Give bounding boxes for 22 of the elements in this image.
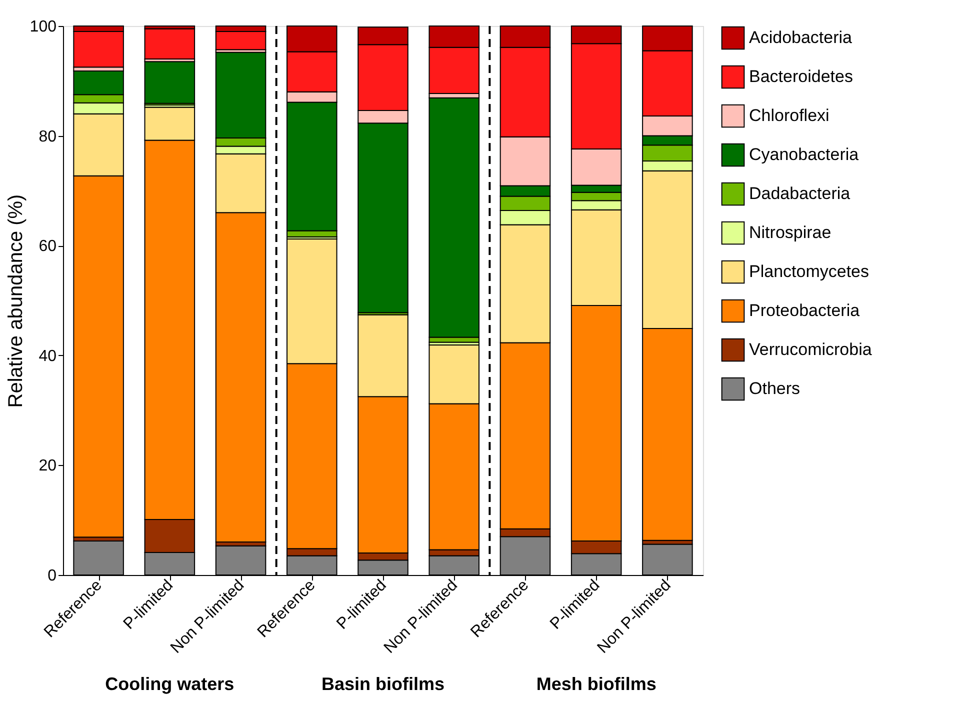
y-tick-label: 100 (30, 18, 57, 36)
legend-label: Nitrospirae (749, 223, 832, 242)
y-tick-label: 40 (38, 348, 57, 365)
y-tick-label: 60 (38, 238, 57, 256)
text: Cooling waters (105, 674, 234, 694)
text: Mesh biofilms (536, 674, 656, 694)
y-tick-label: 0 (48, 568, 57, 584)
legend-label: Bacteroidetes (749, 67, 853, 86)
y-tick-label: 80 (38, 128, 57, 146)
bar (144, 28, 196, 60)
legend-label: Verrucomicrobia (749, 340, 872, 359)
legend-label: Chloroflexi (749, 106, 830, 125)
legend-label: Planctomycetes (749, 262, 869, 281)
text: Basin biofilms (321, 674, 445, 694)
legend-label: Proteobacteria (749, 301, 860, 320)
y-axis-title: Relative abundance (%) (4, 194, 27, 408)
legend-label: Dadabacteria (749, 184, 851, 203)
legend-label: Others (749, 379, 800, 398)
bar (144, 61, 196, 104)
y-tick-label: 20 (38, 458, 57, 475)
legend-label: Acidobacteria (749, 28, 853, 47)
legend-label: Cyanobacteria (749, 145, 860, 164)
